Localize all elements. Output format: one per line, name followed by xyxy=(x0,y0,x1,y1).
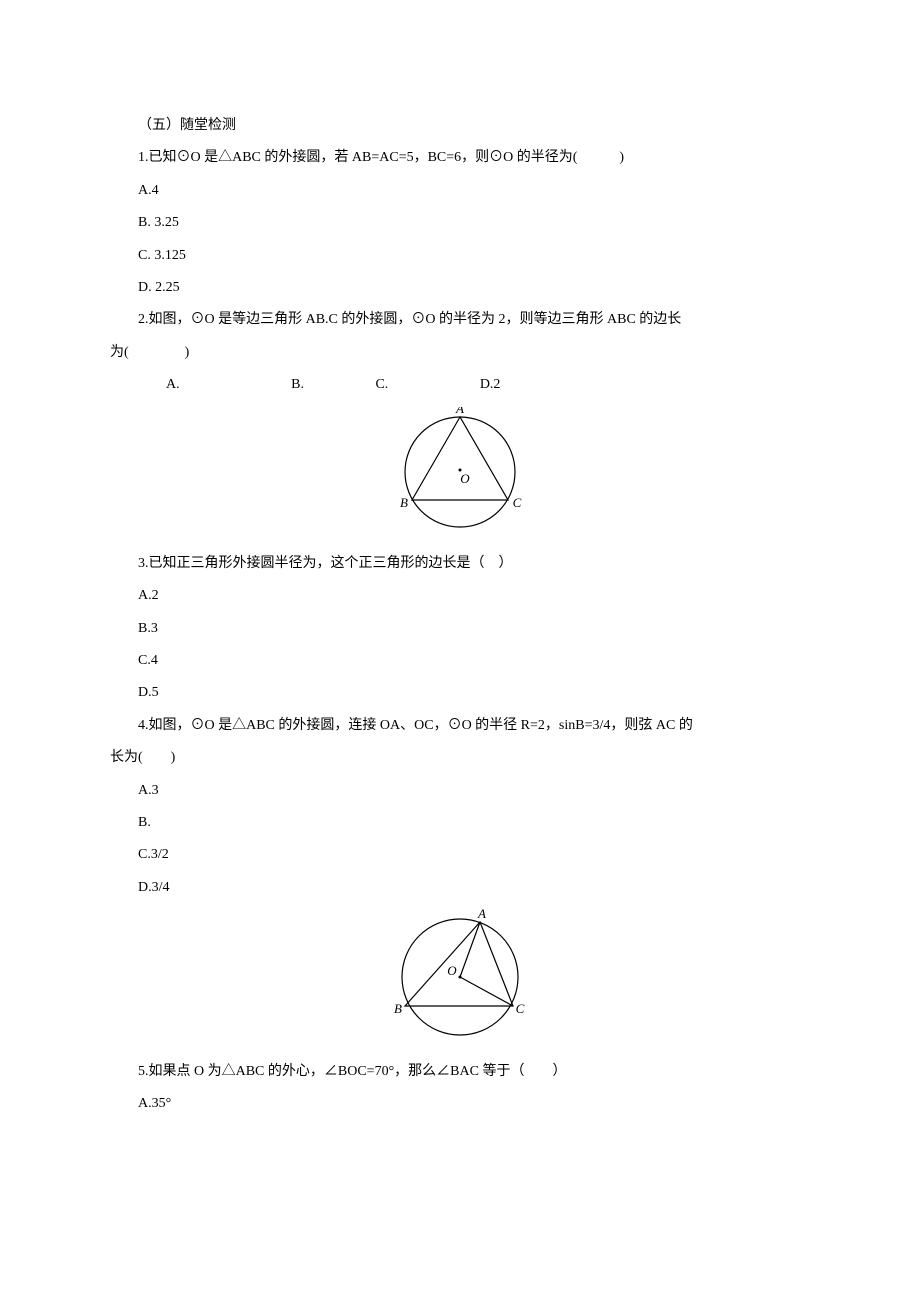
q3-option-b: B.3 xyxy=(110,618,810,640)
q1-option-d: D. 2.25 xyxy=(110,277,810,299)
q4-figure-svg: A B C O xyxy=(380,909,540,1044)
q2-figure-svg: A B C O xyxy=(390,407,530,537)
label-c2: C xyxy=(516,1001,525,1016)
q4-figure: A B C O xyxy=(110,909,810,1052)
q3-option-a: A.2 xyxy=(110,585,810,607)
q1-option-c: C. 3.125 xyxy=(110,245,810,267)
label-a2: A xyxy=(477,909,486,921)
label-b: B xyxy=(400,495,408,510)
q2-stem: 2.如图，⊙O 是等边三角形 AB.C 的外接圆，⊙O 的半径为 2，则等边三角… xyxy=(110,309,810,331)
q2-stem-cont: 为( ) xyxy=(110,342,810,364)
label-a: A xyxy=(455,407,464,416)
section-title: （五）随堂检测 xyxy=(110,115,810,137)
q2-option-b: B. xyxy=(263,374,304,396)
q2-option-c: C. xyxy=(347,374,388,396)
q4-option-d: D.3/4 xyxy=(110,877,810,899)
q3-option-c: C.4 xyxy=(110,650,810,672)
q4-option-c: C.3/2 xyxy=(110,844,810,866)
label-c: C xyxy=(513,495,522,510)
q4-option-a: A.3 xyxy=(110,780,810,802)
q3-stem: 3.已知正三角形外接圆半径为，这个正三角形的边长是（ ） xyxy=(110,553,810,575)
q2-figure: A B C O xyxy=(110,407,810,545)
q5-stem: 5.如果点 O 为△ABC 的外心，∠BOC=70°，那么∠BAC 等于（ ） xyxy=(110,1061,810,1083)
q2-option-d: D.2 xyxy=(452,374,501,396)
q4-option-b: B. xyxy=(110,812,810,834)
label-o2: O xyxy=(447,963,457,978)
q3-option-d: D.5 xyxy=(110,682,810,704)
q1-option-a: A.4 xyxy=(110,180,810,202)
label-b2: B xyxy=(394,1001,402,1016)
q5-option-a: A.35° xyxy=(110,1093,810,1115)
q4-stem: 4.如图，⊙O 是△ABC 的外接圆，连接 OA、OC，⊙O 的半径 R=2，s… xyxy=(110,715,810,737)
q2-option-a: A. xyxy=(138,374,180,396)
q1-stem: 1.已知⊙O 是△ABC 的外接圆，若 AB=AC=5，BC=6，则⊙O 的半径… xyxy=(110,147,810,169)
q1-option-b: B. 3.25 xyxy=(110,212,810,234)
label-o: O xyxy=(460,471,470,486)
q4-stem-cont: 长为( ) xyxy=(110,747,810,769)
q2-options-row: A. B. C. D.2 xyxy=(110,374,810,396)
